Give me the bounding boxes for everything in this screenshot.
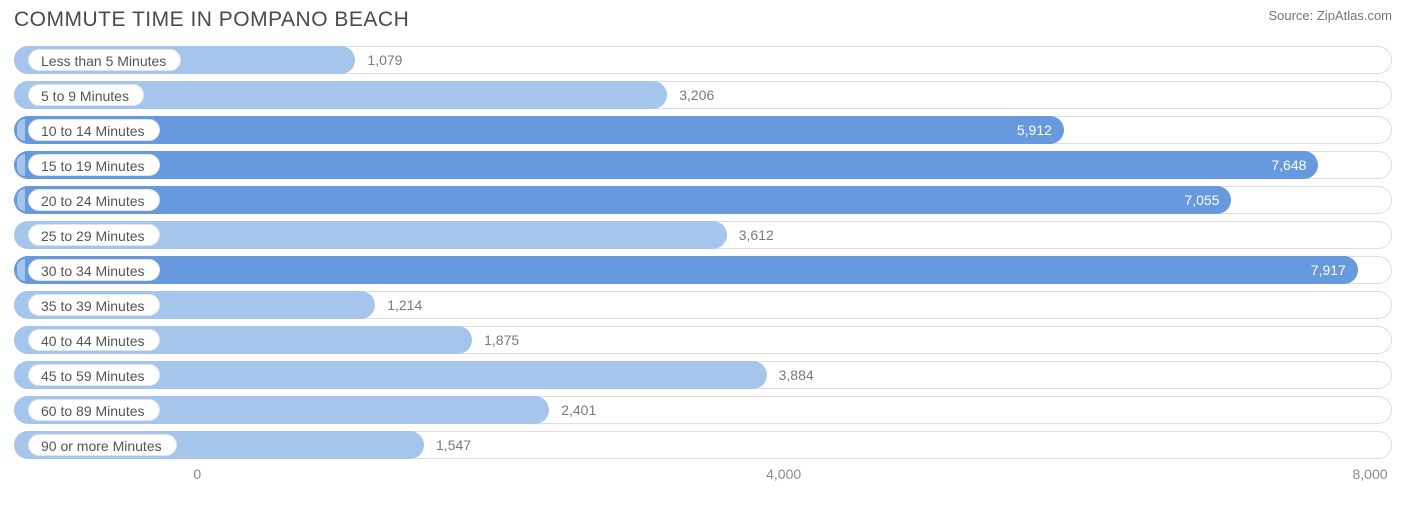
value-label: 1,214 (387, 291, 422, 319)
pill-lead-icon (17, 49, 25, 71)
value-label: 7,055 (1184, 186, 1219, 214)
category-label: 35 to 39 Minutes (28, 294, 160, 316)
category-label: 60 to 89 Minutes (28, 399, 160, 421)
bar-row: 35 to 39 Minutes 1,214 (14, 291, 1392, 319)
value-label: 1,875 (484, 326, 519, 354)
pill-lead-icon (17, 154, 25, 176)
bar-row: 5 to 9 Minutes 3,206 (14, 81, 1392, 109)
bar-row: Less than 5 Minutes 1,079 (14, 46, 1392, 74)
pill-lead-icon (17, 294, 25, 316)
bar-row: 60 to 89 Minutes 2,401 (14, 396, 1392, 424)
bar-row: 20 to 24 Minutes 7,055 (14, 186, 1392, 214)
bar-row: 15 to 19 Minutes 7,648 (14, 151, 1392, 179)
chart-title: COMMUTE TIME IN POMPANO BEACH (14, 8, 409, 32)
value-label: 3,884 (779, 361, 814, 389)
chart-header: COMMUTE TIME IN POMPANO BEACH Source: Zi… (14, 8, 1392, 36)
value-label: 5,912 (1017, 116, 1052, 144)
value-label: 2,401 (561, 396, 596, 424)
pill-lead-icon (17, 119, 25, 141)
bar-fill (14, 186, 1231, 214)
axis-tick-label: 0 (193, 466, 201, 482)
value-label: 3,206 (679, 81, 714, 109)
category-label: 10 to 14 Minutes (28, 119, 160, 141)
pill-lead-icon (17, 399, 25, 421)
pill-lead-icon (17, 189, 25, 211)
bar-fill (14, 151, 1318, 179)
bar-row: 25 to 29 Minutes 3,612 (14, 221, 1392, 249)
value-label: 1,547 (436, 431, 471, 459)
pill-lead-icon (17, 364, 25, 386)
pill-lead-icon (17, 84, 25, 106)
commute-time-chart: COMMUTE TIME IN POMPANO BEACH Source: Zi… (0, 0, 1406, 522)
axis-tick-label: 8,000 (1352, 466, 1387, 482)
category-label: 25 to 29 Minutes (28, 224, 160, 246)
chart-rows: Less than 5 Minutes 1,079 5 to 9 Minutes 3,… (14, 46, 1392, 459)
bar-fill (14, 116, 1064, 144)
pill-lead-icon (17, 224, 25, 246)
category-label: Less than 5 Minutes (28, 49, 181, 71)
bar-row: 30 to 34 Minutes 7,917 (14, 256, 1392, 284)
category-label: 30 to 34 Minutes (28, 259, 160, 281)
bar-fill (14, 256, 1358, 284)
value-label: 7,648 (1271, 151, 1306, 179)
pill-lead-icon (17, 434, 25, 456)
axis-tick-label: 4,000 (766, 466, 801, 482)
category-label: 5 to 9 Minutes (28, 84, 144, 106)
category-label: 45 to 59 Minutes (28, 364, 160, 386)
bar-row: 45 to 59 Minutes 3,884 (14, 361, 1392, 389)
category-label: 20 to 24 Minutes (28, 189, 160, 211)
category-label: 40 to 44 Minutes (28, 329, 160, 351)
bar-row: 40 to 44 Minutes 1,875 (14, 326, 1392, 354)
value-label: 7,917 (1311, 256, 1346, 284)
chart-source: Source: ZipAtlas.com (1268, 8, 1392, 23)
category-label: 15 to 19 Minutes (28, 154, 160, 176)
pill-lead-icon (17, 259, 25, 281)
value-label: 3,612 (739, 221, 774, 249)
category-label: 90 or more Minutes (28, 434, 177, 456)
bar-row: 90 or more Minutes 1,547 (14, 431, 1392, 459)
value-label: 1,079 (367, 46, 402, 74)
pill-lead-icon (17, 329, 25, 351)
x-axis: 0 4,000 8,000 (14, 466, 1392, 494)
bar-row: 10 to 14 Minutes 5,912 (14, 116, 1392, 144)
